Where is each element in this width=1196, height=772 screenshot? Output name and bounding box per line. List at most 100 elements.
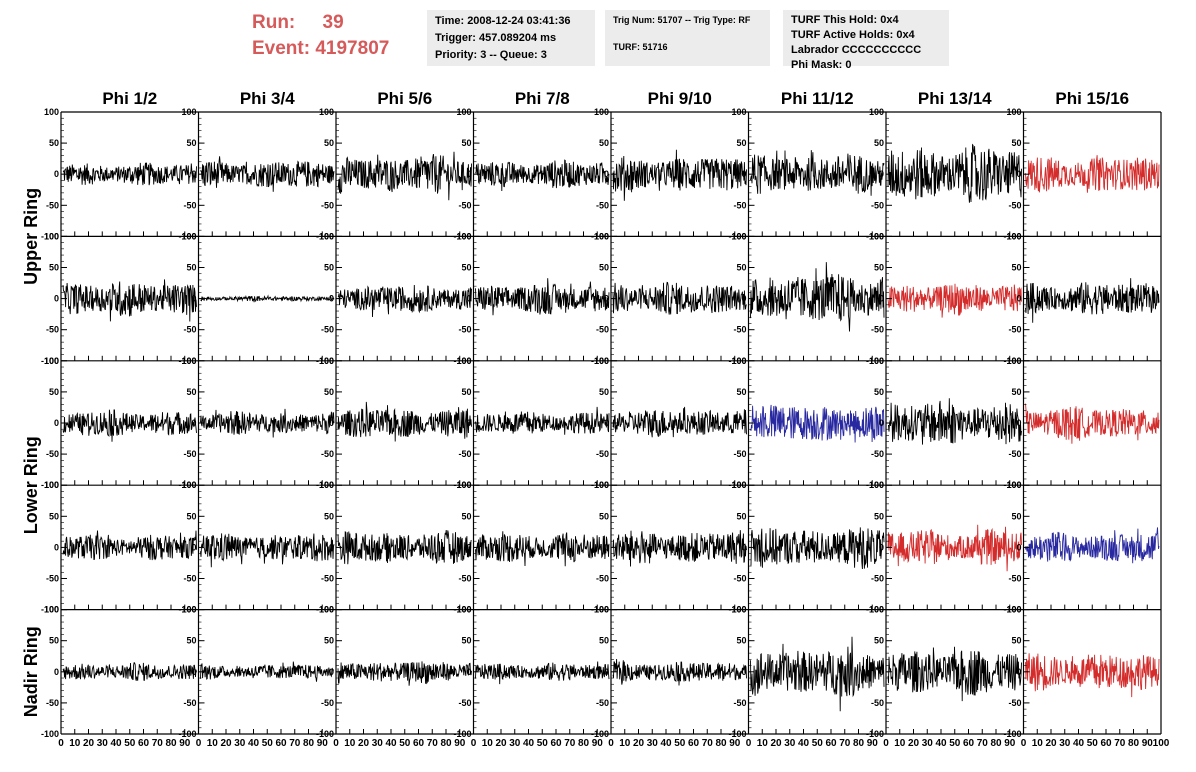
x-tick-label: 10: [344, 738, 356, 749]
waveform-trace: [750, 150, 885, 196]
y-tick-label: -50: [871, 200, 884, 210]
y-tick-label: -50: [46, 325, 59, 335]
y-tick-label: 0: [1016, 667, 1021, 677]
y-tick-label: 50: [49, 636, 59, 646]
waveform-trace: [612, 149, 747, 201]
y-tick-label: 50: [599, 138, 609, 148]
x-tick-label: 90: [179, 738, 191, 749]
y-tick-label: 0: [466, 418, 471, 428]
waveform-trace: [612, 530, 747, 567]
y-tick-label: 0: [879, 418, 884, 428]
waveform-trace: [887, 524, 1022, 572]
y-tick-label: -50: [321, 325, 334, 335]
y-tick-label: 0: [741, 294, 746, 304]
y-tick-label: -50: [46, 698, 59, 708]
waveform-trace: [612, 406, 747, 438]
y-tick-label: -50: [458, 698, 471, 708]
x-tick-label: 40: [248, 738, 260, 749]
x-tick-label: 40: [1073, 738, 1085, 749]
y-tick-label: 50: [461, 387, 471, 397]
y-tick-label: 50: [49, 511, 59, 521]
y-tick-label: 50: [874, 511, 884, 521]
y-tick-label: -50: [596, 449, 609, 459]
y-tick-label: 0: [54, 542, 59, 552]
y-tick-label: -100: [41, 231, 59, 241]
x-tick-label: 20: [908, 738, 920, 749]
y-tick-label: -100: [41, 356, 59, 366]
x-tick-label: 0: [608, 738, 614, 749]
x-tick-label: 0: [333, 738, 339, 749]
x-tick-label: 60: [413, 738, 425, 749]
waveform-trace: [200, 661, 335, 682]
y-tick-label: 50: [324, 263, 334, 273]
waveform-trace: [750, 262, 885, 332]
y-tick-label: -50: [46, 574, 59, 584]
x-tick-label: 60: [1100, 738, 1112, 749]
y-tick-label: 50: [874, 636, 884, 646]
y-tick-label: 50: [599, 511, 609, 521]
y-tick-label: -50: [596, 200, 609, 210]
x-tick-label: 0: [58, 738, 64, 749]
x-tick-label: 70: [702, 738, 714, 749]
y-tick-label: 50: [324, 511, 334, 521]
waveform-trace: [200, 533, 335, 568]
y-tick-label: 50: [49, 138, 59, 148]
y-tick-label: 0: [1016, 542, 1021, 552]
y-tick-label: -50: [183, 574, 196, 584]
waveform-trace: [337, 530, 472, 565]
run-event-header: Run: 39 Event: 4197807: [252, 10, 422, 62]
trig-num-text: Trig Num: 51707 -- Trig Type: RF: [613, 15, 751, 25]
x-tick-label: 70: [564, 738, 576, 749]
x-tick-label: 70: [977, 738, 989, 749]
trigger-text: Trigger: 457.089204 ms: [435, 32, 557, 44]
waveform-trace: [337, 401, 472, 442]
y-tick-label: 50: [736, 387, 746, 397]
x-tick-label: 0: [746, 738, 752, 749]
run-line: Run: 39: [252, 10, 422, 36]
y-tick-label: 0: [54, 667, 59, 677]
x-tick-label: 40: [660, 738, 672, 749]
y-tick-label: -50: [183, 325, 196, 335]
waveform-trace: [1025, 403, 1160, 444]
waveform-trace: [62, 409, 197, 442]
y-tick-label: 0: [329, 169, 334, 179]
y-tick-label: 50: [599, 387, 609, 397]
y-tick-label: 50: [874, 138, 884, 148]
y-tick-label: 50: [736, 263, 746, 273]
y-tick-label: -50: [733, 325, 746, 335]
x-tick-label: 80: [578, 738, 590, 749]
y-tick-label: 0: [741, 169, 746, 179]
x-tick-label: 10: [69, 738, 81, 749]
y-tick-label: 50: [736, 138, 746, 148]
y-tick-label: 50: [186, 263, 196, 273]
waveform-trace: [62, 162, 197, 186]
y-tick-label: 50: [186, 387, 196, 397]
y-tick-label: 0: [329, 418, 334, 428]
column-header: Phi 11/12: [781, 89, 854, 108]
x-tick-label: 30: [647, 738, 659, 749]
y-tick-label: 0: [191, 294, 196, 304]
event-label: Event:: [252, 38, 311, 59]
y-tick-label: -50: [733, 574, 746, 584]
x-tick-label: 50: [124, 738, 136, 749]
x-tick-label: 30: [372, 738, 384, 749]
y-tick-label: -50: [596, 698, 609, 708]
x-tick-label: 10: [207, 738, 219, 749]
column-header: Phi 15/16: [1055, 89, 1129, 108]
x-tick-label: 80: [853, 738, 865, 749]
y-tick-label: 0: [54, 418, 59, 428]
x-tick-label: 90: [1142, 738, 1154, 749]
y-tick-label: 50: [599, 263, 609, 273]
y-tick-label: -50: [183, 449, 196, 459]
x-tick-label: 0: [471, 738, 477, 749]
waveform-trace: [475, 406, 610, 435]
run-value: 39: [322, 12, 344, 33]
y-tick-label: 50: [324, 138, 334, 148]
y-tick-label: 50: [1011, 511, 1021, 521]
event-value: 4197807: [315, 38, 390, 59]
x-tick-label: 40: [385, 738, 397, 749]
y-tick-label: 50: [461, 636, 471, 646]
y-tick-label: 50: [461, 263, 471, 273]
column-header: Phi 13/14: [918, 89, 992, 108]
x-tick-label: 0: [883, 738, 889, 749]
